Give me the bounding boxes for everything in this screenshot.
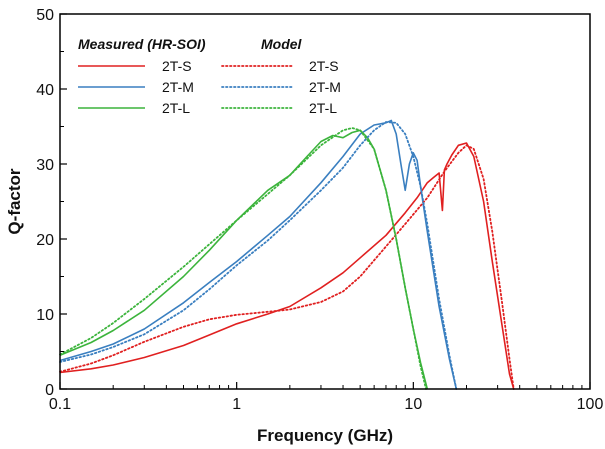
series-line-model-2t-l xyxy=(59,127,427,390)
legend-entries: 2T-S 2T-M 2T-L 2T-S 2T-M 2T-L xyxy=(78,58,341,116)
legend-label-model-2t-l: 2T-L xyxy=(309,100,337,116)
ticks-layer xyxy=(59,13,591,390)
series-layer xyxy=(59,119,515,390)
legend-label-measured-2t-m: 2T-M xyxy=(162,79,194,95)
legend-label-model-2t-s: 2T-S xyxy=(309,58,339,74)
x-axis-title: Frequency (GHz) xyxy=(257,426,393,445)
y-tick-label: 40 xyxy=(36,82,54,99)
y-tick-label: 0 xyxy=(45,382,54,399)
y-tick-label: 20 xyxy=(36,232,54,249)
legend-label-model-2t-m: 2T-M xyxy=(309,79,341,95)
series-line-model-2t-s xyxy=(59,144,515,390)
series-line-measured-2t-s xyxy=(59,142,515,390)
legend: Measured (HR-SOI) Model 2T-S2T-M2T-L2T-S… xyxy=(78,36,341,116)
x-tick-label: 1 xyxy=(232,396,241,413)
y-axis-title: Q-factor xyxy=(5,168,24,235)
y-tick-label: 50 xyxy=(36,7,54,24)
series-line-model-2t-m xyxy=(59,121,458,390)
x-tick-label: 100 xyxy=(577,396,604,413)
tick-labels-layer: 0.1 1 10 100 0 10 20 30 40 50 xyxy=(36,7,603,413)
y-tick-label: 10 xyxy=(36,307,54,324)
x-tick-label: 10 xyxy=(404,396,422,413)
legend-group-title-model: Model xyxy=(261,36,303,52)
x-tick-label: 0.1 xyxy=(49,396,71,413)
legend-label-measured-2t-l: 2T-L xyxy=(162,100,190,116)
series-line-measured-2t-m xyxy=(59,119,458,390)
y-tick-label: 30 xyxy=(36,157,54,174)
legend-group-title-measured: Measured (HR-SOI) xyxy=(78,36,206,52)
legend-label-measured-2t-s: 2T-S xyxy=(162,58,192,74)
